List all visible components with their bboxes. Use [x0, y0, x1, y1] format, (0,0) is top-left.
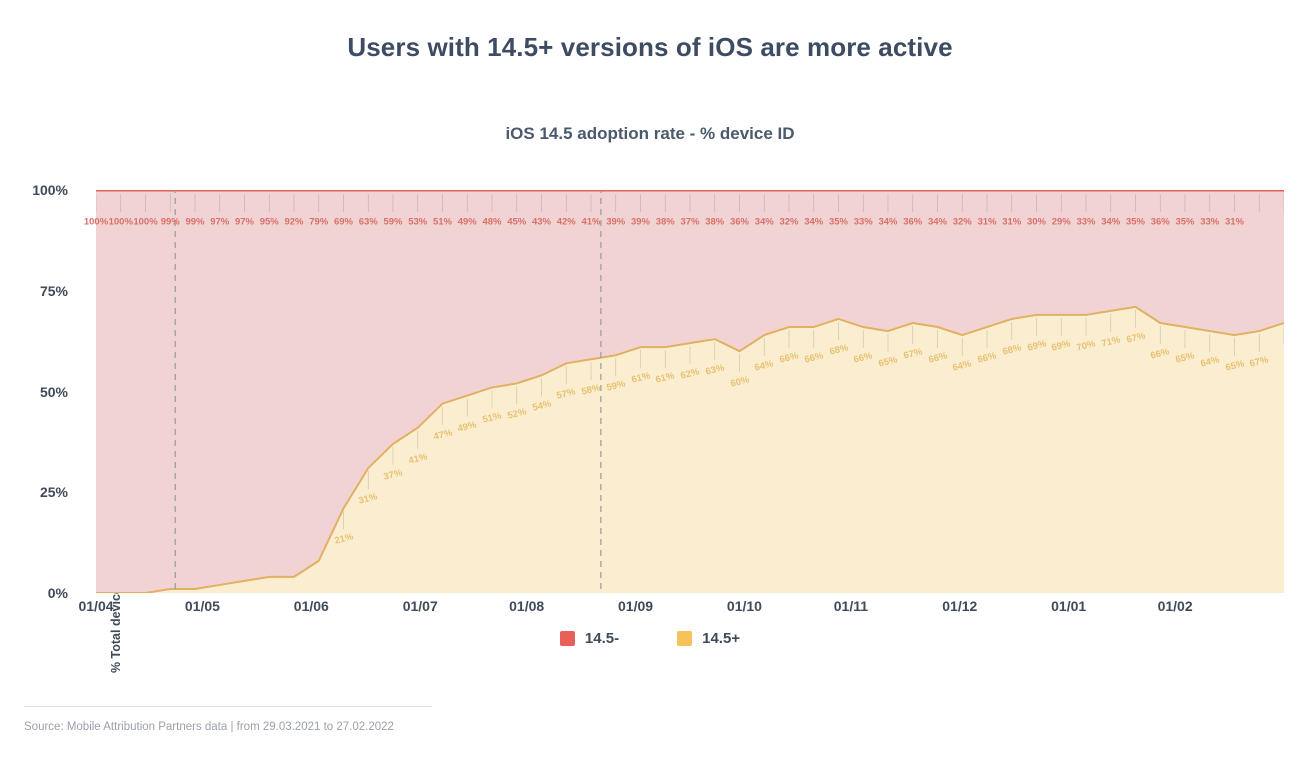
data-label-below: 43% — [531, 216, 552, 228]
data-label-below: 100% — [83, 216, 109, 228]
data-label-below: 34% — [804, 216, 824, 228]
data-label-below: 45% — [507, 216, 527, 228]
legend-item-label: 14.5- — [584, 630, 620, 647]
data-label-below: 49% — [457, 216, 477, 228]
data-label-below: 51% — [432, 216, 453, 228]
y-axis-tick-label: 50% — [39, 383, 68, 400]
data-label-below: 59% — [383, 216, 403, 228]
x-axis-tick-label: 01/07 — [402, 598, 438, 614]
data-label-below: 95% — [259, 216, 279, 228]
x-axis-tick-label: 01/05 — [184, 598, 220, 614]
x-axis-tick-label: 01/10 — [726, 598, 762, 614]
data-label-below: 99% — [185, 216, 205, 228]
data-label-below: 48% — [482, 216, 502, 228]
x-axis-tick-label: 01/09 — [618, 598, 654, 614]
data-label-below: 32% — [779, 216, 799, 228]
y-axis-tick-label: 75% — [39, 282, 68, 299]
y-axis-tick-label: 0% — [47, 585, 68, 601]
data-label-below: 100% — [133, 216, 158, 228]
legend-swatch-icon — [559, 631, 575, 646]
data-label-below: 63% — [358, 216, 378, 228]
legend-item[interactable]: 14.5- — [559, 630, 620, 647]
legend-item[interactable]: 14.5+ — [677, 630, 740, 647]
data-label-below: 97% — [210, 216, 230, 228]
legend-swatch-icon — [677, 631, 693, 646]
y-axis-tick-label: 25% — [39, 484, 68, 501]
chart-legend: 14.5- 14.5+ — [0, 630, 1300, 647]
data-label-below: 33% — [853, 216, 873, 228]
chart-plot-area: % Total device advertising ID 0%25%50%75… — [32, 182, 1284, 673]
data-label-below: 36% — [903, 216, 923, 228]
data-label-below: 35% — [1175, 216, 1195, 228]
data-label-below: 39% — [606, 216, 626, 228]
data-label-below: 29% — [1051, 216, 1071, 228]
data-label-below: 39% — [630, 216, 651, 228]
legend-item-label: 14.5+ — [702, 630, 741, 647]
data-label-below: 33% — [1076, 216, 1096, 228]
x-axis-tick-label: 01/11 — [833, 598, 869, 614]
footer-divider — [24, 706, 432, 707]
data-label-below: 35% — [828, 216, 849, 228]
data-label-below: 34% — [927, 216, 948, 228]
data-label-below: 30% — [1026, 216, 1047, 228]
data-label-below: 34% — [878, 216, 898, 228]
x-axis-tick-label: 01/04 — [78, 598, 114, 614]
data-label-below: 41% — [581, 216, 601, 228]
data-label-below: 36% — [1150, 216, 1170, 228]
data-label-below: 97% — [234, 216, 255, 228]
x-axis-tick-label: 01/12 — [942, 598, 978, 614]
data-label-below: 92% — [284, 216, 304, 228]
area-chart-svg — [96, 190, 1284, 593]
x-axis-tick-label: 01/06 — [293, 598, 329, 614]
data-label-below: 53% — [408, 216, 428, 228]
data-label-below: 38% — [655, 216, 675, 228]
data-label-below: 31% — [1224, 216, 1245, 228]
data-label-below: 36% — [729, 216, 750, 228]
data-label-below: 32% — [952, 216, 972, 228]
data-label-below: 35% — [1125, 216, 1146, 228]
page-title: Users with 14.5+ versions of iOS are mor… — [347, 32, 953, 62]
x-axis-tick-label: 01/02 — [1157, 598, 1193, 614]
data-label-below: 34% — [1101, 216, 1121, 228]
data-label-below: 37% — [680, 216, 700, 228]
data-label-below: 69% — [333, 216, 354, 228]
x-axis-tick-label: 01/08 — [509, 598, 545, 614]
data-label-below: 79% — [309, 216, 329, 228]
data-label-below: 33% — [1200, 216, 1220, 228]
data-label-below: 42% — [556, 216, 576, 228]
data-label-below: 100% — [108, 216, 133, 228]
data-label-below: 31% — [977, 216, 997, 228]
y-axis-tick-label: 100% — [32, 182, 68, 198]
data-label-below: 31% — [1002, 216, 1022, 228]
data-label-below: 99% — [160, 216, 180, 228]
x-axis-tick-label: 01/01 — [1051, 598, 1087, 614]
source-note: Source: Mobile Attribution Partners data… — [24, 721, 394, 733]
chart-subtitle: iOS 14.5 adoption rate - % device ID — [505, 124, 795, 143]
data-label-below: 34% — [754, 216, 774, 228]
data-label-below: 38% — [705, 216, 725, 228]
